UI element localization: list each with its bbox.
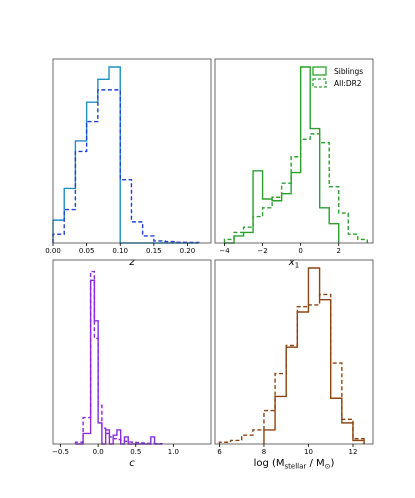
axes-frame xyxy=(214,58,374,244)
panel-color-histogram: −0.5 0.0 0.5 1.0 c xyxy=(52,259,212,469)
x-tick-label: −0.5 xyxy=(52,448,69,456)
x-tick-label: 12 xyxy=(349,448,358,456)
x-tick-label: 0.0 xyxy=(93,448,104,456)
x-tick-label: 10 xyxy=(304,448,313,456)
legend: Siblings All:DR2 xyxy=(312,66,363,88)
x-tick-label: 2 xyxy=(337,247,341,255)
axes-frame xyxy=(52,259,212,445)
legend-swatch-all-dr2 xyxy=(312,78,327,88)
panel-redshift-histogram: 0.00 0.05 0.10 0.15 0.20 z xyxy=(45,58,212,268)
panel-x1-histogram: −4 −2 0 2 x1 xyxy=(214,58,374,270)
x-tick-label: −2 xyxy=(257,247,267,255)
histogram-series-all-dr2 xyxy=(74,270,163,445)
x-tick-label: 0.5 xyxy=(130,448,141,456)
axes-frame xyxy=(214,259,374,445)
x-axis-label: log (Mstellar / M⊙) xyxy=(254,458,335,471)
legend-label-all-dr2: All:DR2 xyxy=(334,79,362,88)
x-tick-label: −4 xyxy=(219,247,230,255)
histogram-series-all-dr2 xyxy=(218,293,365,444)
x-tick-label: 8 xyxy=(262,448,266,456)
x-axis-label: z xyxy=(128,257,135,268)
axes-frame xyxy=(52,58,212,244)
histogram-series-all-dr2 xyxy=(223,133,368,243)
x-tick-label: 6 xyxy=(217,448,222,456)
legend-swatch-siblings xyxy=(312,66,327,76)
panel-stellar-mass-histogram: 6 8 10 12 log (Mstellar / M⊙) xyxy=(214,259,374,471)
legend-label-siblings: Siblings xyxy=(334,67,363,76)
x-axis-label: x1 xyxy=(288,257,299,270)
histogram-series-siblings xyxy=(224,66,340,244)
x-tick-label: 1.0 xyxy=(168,448,179,456)
histogram-series-all-dr2 xyxy=(52,89,200,244)
x-tick-label: 0.05 xyxy=(79,247,95,255)
x-tick-label: 0.00 xyxy=(45,247,61,255)
histogram-series-siblings xyxy=(52,66,199,244)
x-tick-label: 0.10 xyxy=(112,247,128,255)
x-tick-label: 0.15 xyxy=(146,247,162,255)
histogram-series-siblings xyxy=(263,267,365,444)
x-tick-label: 0 xyxy=(298,247,302,255)
histogram-series-siblings xyxy=(75,279,163,445)
x-tick-label: 0.20 xyxy=(180,247,196,255)
x-axis-label: c xyxy=(129,458,135,469)
